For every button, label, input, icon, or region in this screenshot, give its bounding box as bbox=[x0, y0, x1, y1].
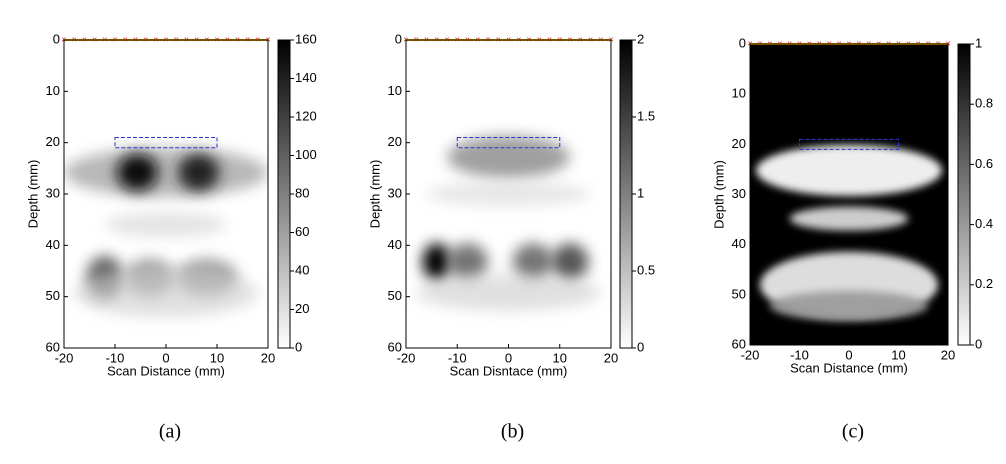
y-tick-label: 40 bbox=[388, 237, 402, 252]
intensity-blob bbox=[512, 243, 554, 281]
x-tick-label: 10 bbox=[210, 350, 224, 365]
intensity-blob bbox=[447, 135, 570, 179]
caption: (c) bbox=[842, 421, 864, 443]
colorbar-tick-label: 100 bbox=[295, 147, 317, 162]
intensity-blob bbox=[422, 243, 452, 281]
roi-box bbox=[114, 137, 218, 149]
colorbar-tick-label: 0.2 bbox=[975, 276, 993, 291]
y-tick-label: 60 bbox=[388, 339, 402, 354]
x-tick-label: -10 bbox=[448, 350, 467, 365]
colorbar-tick-label: 120 bbox=[295, 108, 317, 123]
y-tick-label: 30 bbox=[46, 185, 60, 200]
x-tick-label: 10 bbox=[891, 347, 905, 362]
y-tick-label: 50 bbox=[388, 288, 402, 303]
caption: (a) bbox=[159, 421, 181, 443]
colorbar-tick-label: 0.8 bbox=[975, 96, 993, 111]
roi-box bbox=[456, 137, 561, 149]
y-tick-label: 40 bbox=[732, 236, 746, 251]
colorbar-tick-label: 2 bbox=[637, 31, 644, 46]
colorbar-tick-label: 1 bbox=[637, 185, 644, 200]
intensity-blob bbox=[416, 274, 601, 312]
colorbar-tick-label: 20 bbox=[295, 301, 309, 316]
colorbar-tick-label: 60 bbox=[295, 224, 309, 239]
colorbar-tick-label: 140 bbox=[295, 70, 317, 85]
colorbar-tick-label: 40 bbox=[295, 262, 309, 277]
y-tick-label: 50 bbox=[732, 286, 746, 301]
panel: ×××××××××××××××××××××-20-100102001020304… bbox=[367, 31, 655, 442]
y-tick-label: 20 bbox=[732, 136, 746, 151]
x-tick-label: -10 bbox=[106, 350, 125, 365]
intensity-blob bbox=[74, 267, 258, 318]
intensity-image bbox=[755, 144, 943, 321]
intensity-blob bbox=[64, 147, 268, 198]
roi-box bbox=[799, 138, 899, 150]
y-tick-label: 0 bbox=[739, 35, 746, 50]
x-tick-label: 20 bbox=[261, 350, 275, 365]
x-axis-label: Scan Distance (mm) bbox=[790, 360, 908, 375]
y-tick-label: 10 bbox=[388, 83, 402, 98]
intensity-blob bbox=[551, 243, 589, 281]
colorbar bbox=[619, 39, 633, 349]
x-tick-label: -10 bbox=[790, 347, 809, 362]
colorbar bbox=[957, 43, 971, 346]
x-tick-label: -20 bbox=[55, 350, 74, 365]
y-tick-label: 10 bbox=[732, 86, 746, 101]
intensity-image bbox=[416, 135, 601, 312]
y-axis-label: Depth (mm) bbox=[25, 160, 40, 229]
y-tick-label: 40 bbox=[46, 237, 60, 252]
y-tick-label: 10 bbox=[46, 83, 60, 98]
x-tick-label: 20 bbox=[941, 347, 955, 362]
colorbar-tick-label: 0.5 bbox=[637, 262, 655, 277]
y-axis-label: Depth (mm) bbox=[367, 160, 382, 229]
y-tick-label: 30 bbox=[388, 185, 402, 200]
x-tick-label: 0 bbox=[845, 347, 852, 362]
intensity-blob bbox=[755, 144, 943, 197]
panel: ×××××××××××××××××××××-20-100102001020304… bbox=[25, 31, 316, 442]
y-tick-label: 0 bbox=[53, 31, 60, 46]
colorbar-tick-label: 0 bbox=[637, 339, 644, 354]
x-tick-label: 0 bbox=[162, 350, 169, 365]
colorbar-tick-label: 0.6 bbox=[975, 156, 993, 171]
intensity-blob bbox=[104, 212, 228, 238]
x-tick-label: 10 bbox=[553, 350, 567, 365]
colorbar bbox=[277, 39, 291, 349]
y-tick-label: 60 bbox=[46, 339, 60, 354]
y-tick-label: 0 bbox=[395, 31, 402, 46]
colorbar-tick-label: 0.4 bbox=[975, 216, 993, 231]
colorbar-tick-label: 0 bbox=[975, 336, 982, 351]
x-axis-label: Scan Distance (mm) bbox=[107, 363, 225, 378]
y-tick-label: 20 bbox=[388, 134, 402, 149]
x-tick-label: 20 bbox=[604, 350, 618, 365]
y-axis-label: Depth (mm) bbox=[711, 160, 726, 229]
intensity-blob bbox=[426, 181, 591, 207]
colorbar-tick-label: 1 bbox=[975, 35, 982, 50]
caption: (b) bbox=[501, 421, 524, 443]
panel: ×××××××××××××××××××××-20-100102001020304… bbox=[711, 35, 993, 442]
intensity-blob bbox=[178, 153, 220, 191]
intensity-blob bbox=[117, 153, 158, 191]
colorbar-tick-label: 1.5 bbox=[637, 108, 655, 123]
intensity-blob bbox=[789, 206, 909, 231]
x-axis-label: Scan Disntace (mm) bbox=[450, 363, 568, 378]
y-tick-label: 30 bbox=[732, 186, 746, 201]
y-tick-label: 60 bbox=[732, 336, 746, 351]
x-tick-label: -20 bbox=[741, 347, 760, 362]
x-tick-label: -20 bbox=[397, 350, 416, 365]
intensity-image bbox=[64, 147, 268, 318]
y-tick-label: 20 bbox=[46, 134, 60, 149]
colorbar-tick-label: 80 bbox=[295, 185, 309, 200]
intensity-blob bbox=[447, 243, 488, 281]
y-tick-label: 50 bbox=[46, 288, 60, 303]
intensity-blob bbox=[769, 290, 929, 321]
colorbar-tick-label: 160 bbox=[295, 31, 317, 46]
x-tick-label: 0 bbox=[505, 350, 512, 365]
colorbar-tick-label: 0 bbox=[295, 339, 302, 354]
